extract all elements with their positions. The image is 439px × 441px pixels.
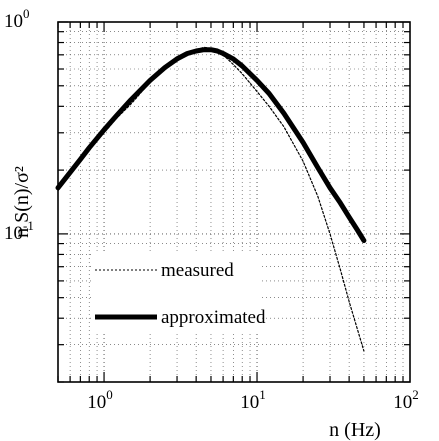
x-tick-label: 101 (240, 387, 266, 413)
y-tick-label: 10-1 (4, 218, 34, 244)
legend-label-measured: measured (161, 260, 234, 281)
x-tick-label: 102 (393, 387, 419, 413)
series-lines (55, 46, 367, 352)
series-line-approximated (55, 47, 367, 244)
x-tick-label: 100 (87, 387, 113, 413)
legend-label-approximated: approximated (161, 307, 266, 328)
y-axis-label: n S(n)/σ² (11, 166, 33, 238)
x-axis-label: n (Hz) (329, 419, 381, 441)
y-tick-label: 100 (4, 6, 30, 32)
legend: measured approximated (92, 254, 266, 332)
tick-labels: 100 101 102 100 10-1 (4, 6, 419, 413)
plot-frame (57, 21, 411, 383)
